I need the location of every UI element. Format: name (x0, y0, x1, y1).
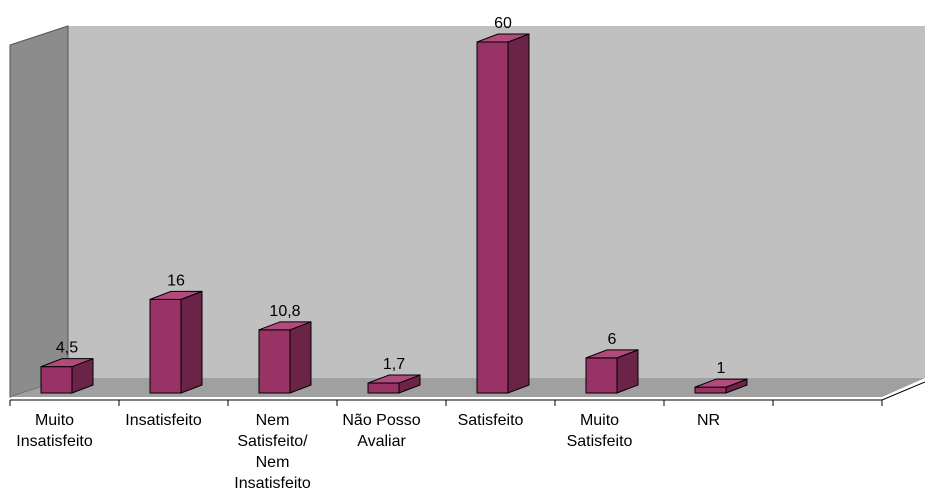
bar-side (507, 33, 530, 394)
x-tick-label: Muito Satisfeito (566, 412, 633, 450)
x-tick-label: Nem Satisfeito/ Nem Insatisfeito (234, 412, 311, 492)
bar-side (180, 290, 203, 394)
bar-value-label: 4,5 (56, 340, 78, 357)
bar-value-label: 16 (167, 272, 185, 289)
bar-top (694, 378, 748, 388)
bar-side (289, 321, 312, 394)
bar (694, 378, 748, 394)
bar (476, 33, 530, 394)
bar (367, 374, 421, 394)
bar-top (476, 33, 530, 43)
bar-value-label: 1,7 (383, 356, 405, 373)
bar-value-label: 10,8 (269, 303, 300, 320)
bar-top (40, 358, 94, 368)
x-axis-depth-line (881, 381, 925, 401)
bar (258, 321, 312, 394)
bar-front (367, 382, 400, 394)
bar-front (149, 298, 182, 394)
bar (40, 357, 94, 394)
bar-value-label: 60 (494, 15, 512, 32)
bar-top (367, 374, 421, 384)
bar-top (149, 290, 203, 300)
bar-front (258, 329, 291, 394)
bar-front (585, 357, 618, 394)
bar-front (40, 366, 73, 394)
x-tick-label: Não Posso Avaliar (342, 412, 421, 450)
x-tick-label: Satisfeito (457, 412, 524, 429)
bar (585, 349, 639, 394)
bar-front (694, 386, 727, 394)
bar-value-label: 6 (608, 331, 617, 348)
x-tick-label: Muito Insatisfeito (16, 412, 93, 450)
x-tick-label: NR (696, 412, 721, 429)
bar-front (476, 41, 509, 394)
chart-floor (10, 378, 925, 397)
bar-top (258, 321, 312, 331)
bar (149, 290, 203, 394)
bar-value-label: 1 (717, 360, 726, 377)
x-tick-label: Insatisfeito (125, 412, 202, 429)
bar-top (585, 349, 639, 359)
